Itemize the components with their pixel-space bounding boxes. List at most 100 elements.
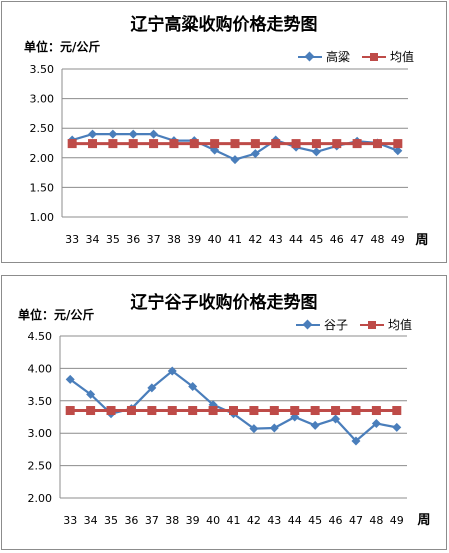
chart-panel-millet: 辽宁谷子收购价格走势图 单位：元/公斤 谷子 均值 2.00 2.50 3.00 3.… (1, 275, 447, 550)
legend: 谷子 均值 (296, 316, 420, 333)
data-point (331, 414, 341, 424)
data-point (189, 139, 199, 149)
data-point (371, 406, 381, 416)
x-tick-label: 49 (391, 233, 405, 246)
y-tick-label: 2.50 (30, 122, 55, 135)
data-point (230, 139, 240, 149)
data-point (149, 139, 159, 149)
data-point (291, 139, 301, 149)
y-tick-label: 2.00 (30, 152, 55, 165)
chart-title: 辽宁高粱收购价格走势图 (130, 15, 318, 35)
data-point (65, 374, 75, 384)
data-point (67, 139, 77, 149)
y-tick-label: 3.50 (30, 63, 55, 76)
x-tick-label: 44 (289, 233, 303, 246)
x-tick-label: 41 (227, 514, 241, 527)
data-point (65, 406, 75, 416)
x-tick-label: 35 (104, 514, 118, 527)
legend-swatch-diamond (298, 51, 322, 62)
data-point (311, 139, 321, 149)
data-point (128, 139, 138, 149)
x-tick-label: 45 (308, 514, 322, 527)
data-point (249, 424, 259, 434)
x-tick-label: 40 (206, 514, 220, 527)
data-point (88, 139, 98, 149)
data-point (230, 155, 240, 165)
legend-label: 均值 (390, 50, 415, 64)
legend-swatch-square (360, 320, 385, 330)
data-point (351, 406, 361, 416)
x-tick-label: 37 (147, 233, 161, 246)
data-point (249, 406, 259, 416)
data-point (229, 406, 238, 416)
data-point (126, 406, 136, 416)
y-tick-label: 2.50 (28, 460, 53, 473)
data-point (210, 139, 220, 149)
x-tick-label: 33 (65, 233, 79, 246)
data-point (393, 146, 403, 156)
x-tick-label: 46 (329, 514, 343, 527)
legend-label: 高粱 (326, 50, 351, 64)
data-point (271, 139, 281, 149)
legend-swatch-square (362, 52, 387, 62)
x-tick-label: 38 (165, 514, 179, 527)
x-tick-label: 46 (330, 233, 344, 246)
data-point (88, 129, 98, 139)
data-point (167, 366, 177, 376)
data-point (250, 139, 260, 149)
x-tick-label: 37 (145, 514, 159, 527)
x-tick-label: 33 (63, 514, 77, 527)
y-tick-label: 3.00 (28, 427, 53, 440)
data-point (351, 436, 361, 446)
data-point (372, 139, 382, 149)
data-point (352, 139, 362, 149)
x-axis-label: 周 (415, 233, 428, 248)
x-tick-label: 41 (228, 233, 242, 246)
data-point (149, 129, 159, 139)
x-tick-label: 43 (269, 233, 283, 246)
series-line (69, 369, 397, 443)
x-tick-label: 48 (369, 514, 383, 527)
y-tick-label: 3.00 (30, 93, 55, 106)
x-tick-label: 45 (309, 233, 323, 246)
y-tick-label: 1.00 (30, 211, 55, 224)
data-point (331, 406, 341, 416)
data-point (310, 406, 320, 416)
data-point (250, 149, 260, 159)
x-axis-label: 周 (417, 513, 430, 528)
data-point (147, 406, 157, 416)
data-point (106, 406, 116, 416)
chart-plot-millet: 2.00 2.50 3.00 3.50 4.00 4.50 33 34 35 36 37 38 39 40… (28, 330, 431, 528)
legend: 高粱 均值 (298, 48, 422, 65)
y-tick-label: 4.50 (28, 330, 53, 343)
data-point (371, 418, 381, 428)
data-point (208, 406, 218, 416)
chart-title: 辽宁谷子收购价格走势图 (130, 293, 318, 313)
x-tick-label: 36 (124, 514, 138, 527)
unit-label: 单位：元/公斤 (24, 40, 101, 54)
data-point (128, 129, 138, 139)
data-point (310, 420, 320, 430)
x-tick-label: 49 (390, 514, 404, 527)
data-point (108, 139, 118, 149)
x-tick-label: 42 (248, 233, 262, 246)
data-point (269, 406, 279, 416)
data-point (188, 382, 198, 392)
data-point (86, 406, 96, 416)
y-tick-label: 3.50 (28, 395, 53, 408)
x-tick-label: 42 (247, 514, 261, 527)
data-point (167, 406, 177, 416)
data-point (392, 422, 402, 432)
x-tick-label: 34 (84, 514, 98, 527)
y-tick-label: 1.50 (30, 181, 55, 194)
x-tick-label: 47 (349, 514, 363, 527)
legend-swatch-diamond (296, 319, 320, 330)
legend-label: 均值 (388, 318, 413, 332)
x-tick-label: 39 (187, 233, 201, 246)
x-tick-label: 43 (267, 514, 281, 527)
data-point (290, 406, 300, 416)
data-point (311, 147, 321, 157)
data-point (393, 139, 403, 149)
data-point (86, 389, 96, 399)
x-tick-label: 48 (370, 233, 384, 246)
